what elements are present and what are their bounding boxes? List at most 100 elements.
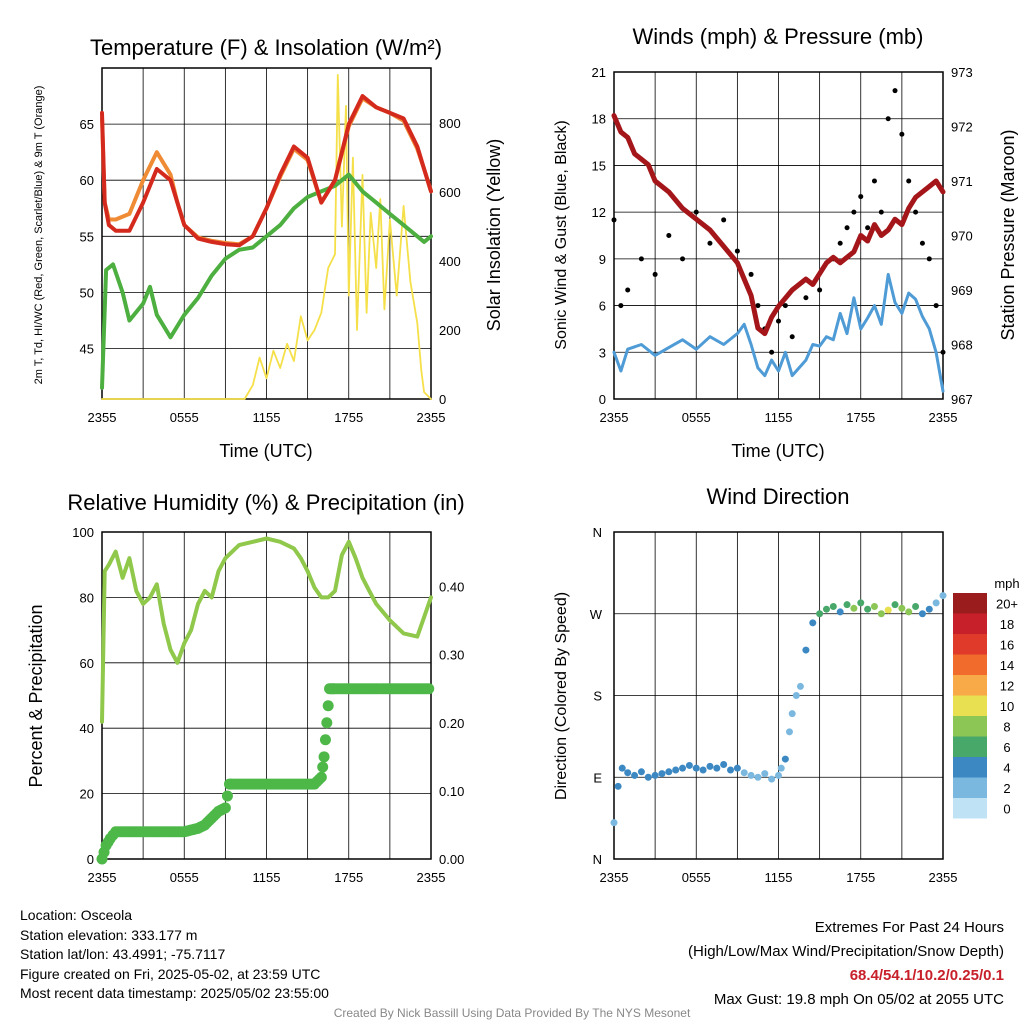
temp-ytick-label: 60 [80, 173, 94, 188]
extremes-title: Extremes For Past 24 Hours [814, 919, 1004, 936]
direction-point [932, 599, 940, 607]
gust-point [892, 88, 898, 94]
direction-point [785, 728, 793, 736]
rh-ylabel-left: Percent & Precipitation [26, 604, 46, 787]
winds-ytick-right-label: 968 [951, 338, 973, 353]
gust-point [865, 225, 871, 231]
pressure-line [611, 113, 946, 337]
dir-axes: N E S W N 2355 0555 1155 1755 2355 [590, 525, 958, 885]
direction-point [809, 619, 817, 627]
location-text: Location: Osceola [20, 907, 133, 923]
direction-point [925, 605, 933, 613]
winds-ytick-label: 12 [592, 205, 606, 220]
gust-point [871, 178, 877, 184]
winds-ytick-right-label: 971 [951, 174, 973, 189]
rh-grid [101, 531, 432, 860]
gust-point [940, 349, 946, 355]
direction-point [747, 771, 755, 779]
winds-title: Winds (mph) & Pressure (mb) [633, 24, 924, 49]
temp-xtick-label: 1155 [253, 410, 281, 425]
speed-colorbar: mph 20+ 18 16 14 12 10 8 6 4 2 0 [953, 576, 1020, 819]
direction-point [775, 771, 782, 779]
direction-point [891, 601, 899, 609]
winds-ytick-right-label: 967 [951, 392, 973, 407]
direction-point [781, 755, 789, 763]
direction-point [740, 769, 748, 777]
direction-point [792, 692, 800, 699]
rh-ytick-right-label: 0.40 [439, 580, 464, 595]
direction-point [836, 608, 844, 616]
precip-point [317, 761, 329, 773]
colorbar-label: 2 [1003, 781, 1010, 796]
winds-ylabel-left: Sonic Wind & Gust (Blue, Black) [553, 120, 570, 349]
gust-point [926, 256, 932, 262]
dir-ytick-label: N [593, 852, 602, 867]
direction-point [637, 768, 645, 776]
direction-point [610, 819, 618, 827]
rh-ytick-label: 40 [80, 721, 94, 736]
extremes-subtitle: (High/Low/Max Wind/Precipitation/Snow De… [688, 943, 1004, 960]
temp-xtick-label: 2355 [88, 410, 117, 425]
gust-point [899, 131, 905, 137]
winds-ytick-right-label: 970 [951, 229, 973, 244]
colorbar-swatch [953, 654, 987, 675]
temp-ytick-label: 50 [80, 285, 94, 300]
rh-title: Relative Humidity (%) & Precipitation (i… [67, 490, 464, 515]
gust-point [844, 225, 850, 231]
temp-xtick-label: 1755 [334, 410, 363, 425]
precip-point [319, 734, 331, 746]
dir-xtick-label: 0555 [682, 870, 711, 885]
rh-ytick-right-label: 0.30 [439, 648, 464, 663]
dir-ylabel-left: Direction (Colored By Speed) [553, 592, 570, 800]
gust-point [618, 303, 624, 309]
direction-point [829, 602, 837, 610]
dir-xtick-label: 1755 [846, 870, 875, 885]
direction-point [898, 604, 906, 612]
direction-point [618, 764, 626, 772]
direction-point [777, 764, 785, 772]
gust-point [851, 209, 857, 215]
precip-point [322, 700, 334, 712]
rh-ytick-label: 60 [80, 656, 94, 671]
temp-xtick-label: 0555 [170, 410, 199, 425]
direction-point [768, 775, 776, 783]
rh-line [100, 536, 433, 724]
temp-title: Temperature (F) & Insolation (W/m²) [90, 35, 442, 60]
temp-ytick-right-label: 200 [439, 323, 461, 338]
winds-ytick-right-label: 973 [951, 65, 973, 80]
precip-point [315, 771, 327, 783]
direction-point [796, 682, 804, 690]
direction-point [733, 764, 741, 772]
gust-point [885, 116, 891, 122]
temp-ylabel-left: 2m T, Td, HI/WC (Red, Green, Scarlet/Blu… [33, 86, 45, 385]
direction-point [843, 601, 851, 609]
winds-xtick-label: 0555 [682, 410, 711, 425]
direction-point [699, 766, 707, 774]
direction-point [816, 610, 824, 618]
winds-ytick-label: 0 [599, 392, 606, 407]
gust-point [933, 303, 939, 309]
temp-ylabel-right: Solar Insolation (Yellow) [484, 139, 504, 331]
gust-point [769, 349, 775, 355]
rh-ytick-right-label: 0.20 [439, 716, 464, 731]
colorbar-swatch [953, 593, 987, 614]
gust-point [837, 240, 843, 246]
direction-point [651, 771, 659, 779]
colorbar-swatch [953, 757, 987, 778]
gust-point [755, 303, 761, 309]
temp-axes: 45 50 55 60 65 0 200 400 600 800 2355 0555 1155 1755 2… [80, 116, 461, 425]
direction-point [672, 766, 680, 774]
direction-point [720, 761, 728, 769]
direction-point [727, 766, 735, 774]
temp-xtick-label: 2355 [417, 410, 446, 425]
rh-xtick-label: 0555 [170, 870, 199, 885]
winds-series [611, 88, 946, 393]
credit-text: Created By Nick Bassill Using Data Provi… [333, 1006, 691, 1020]
gust-point [693, 209, 699, 215]
gust-point [666, 233, 672, 238]
gust-point [611, 217, 617, 223]
dir-title: Wind Direction [706, 484, 849, 509]
temp-ytick-label: 55 [80, 229, 94, 244]
direction-point [905, 608, 913, 616]
winds-xtick-label: 1155 [765, 410, 793, 425]
